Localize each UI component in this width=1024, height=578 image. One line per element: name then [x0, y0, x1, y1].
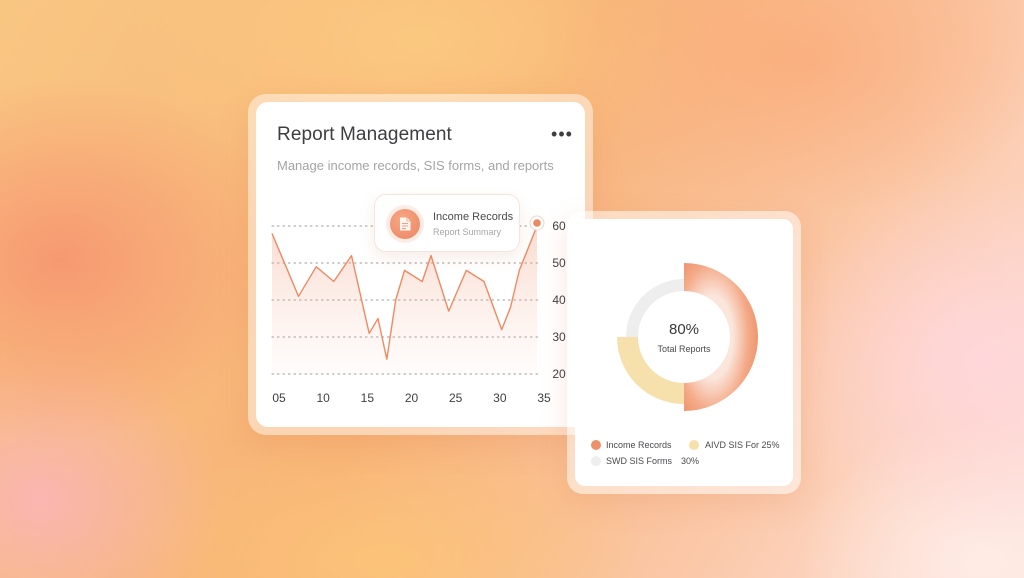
tooltip-subtitle: Report Summary	[433, 227, 502, 237]
donut-center-label: Total Reports	[657, 344, 711, 354]
x-tick-label: 35	[537, 391, 551, 405]
donut-slice-2[interactable]	[626, 279, 684, 337]
donut-card: 80% Total Reports Income Records AIVD SI…	[575, 219, 793, 486]
x-tick-label: 25	[449, 391, 463, 405]
card-subtitle: Manage income records, SIS forms, and re…	[277, 158, 554, 173]
legend-label-income-records: Income Records	[606, 440, 672, 450]
y-tick-label: 30	[552, 330, 566, 344]
income-records-tooltip[interactable]: Income Records Report Summary	[374, 194, 520, 252]
report-card: Report Management ••• Manage income reco…	[256, 102, 585, 427]
legend-dot-swd-sis-forms	[591, 456, 601, 466]
x-tick-label: 15	[361, 391, 375, 405]
donut-center-value: 80%	[668, 321, 700, 338]
tooltip-title: Income Records	[433, 211, 514, 223]
income-line-chart: 60 50 40 30 20 05 10 15 20 25 30 35	[271, 215, 566, 405]
total-reports-donut-chart	[617, 263, 758, 411]
x-tick-label: 30	[493, 391, 507, 405]
highlight-point[interactable]	[533, 219, 541, 227]
legend-dot-income-records	[591, 440, 601, 450]
legend-label-percent: 30%	[681, 456, 700, 466]
legend-label-swd-sis-forms: SWD SIS Forms	[606, 456, 673, 466]
legend-label-aivd-sis: AIVD SIS For 25%	[705, 440, 780, 450]
y-tick-label: 50	[552, 256, 566, 270]
card-title: Report Management	[277, 124, 452, 145]
area-fill	[272, 226, 537, 374]
donut-slice-1[interactable]	[617, 337, 684, 404]
more-horizontal-icon[interactable]: •••	[551, 124, 573, 144]
x-tick-label: 20	[405, 391, 419, 405]
series-line	[271, 225, 538, 360]
y-tick-label: 60	[552, 219, 566, 233]
y-tick-label: 40	[552, 293, 566, 307]
legend-dot-aivd-sis	[689, 440, 699, 450]
y-tick-label: 20	[552, 367, 566, 381]
document-icon	[390, 209, 420, 239]
x-tick-label: 10	[316, 391, 330, 405]
x-tick-label: 05	[272, 391, 286, 405]
donut-slice-0[interactable]	[684, 263, 758, 411]
